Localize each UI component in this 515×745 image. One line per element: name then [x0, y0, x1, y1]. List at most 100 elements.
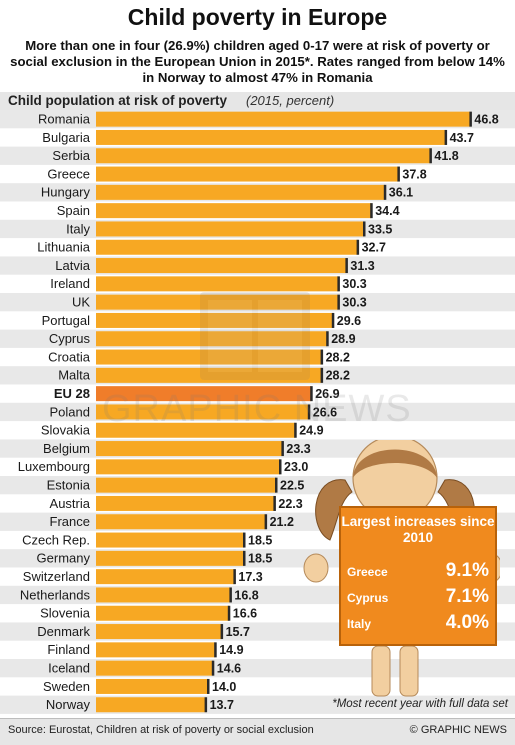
- value-label: 31.3: [350, 259, 374, 273]
- bar-end-mark: [294, 422, 297, 438]
- watermark-logo-icon: [208, 300, 302, 372]
- callout-row: Italy 4.0%: [347, 612, 489, 636]
- bar: [96, 331, 328, 347]
- category-label: Ireland: [50, 276, 90, 291]
- bar-end-mark: [227, 605, 231, 621]
- bar: [96, 184, 385, 200]
- category-label: Estonia: [47, 478, 91, 493]
- category-label: Bulgaria: [42, 130, 90, 145]
- category-label: Lithuania: [37, 240, 91, 255]
- category-label: Austria: [50, 496, 91, 511]
- value-label: 29.6: [337, 314, 361, 328]
- bar: [96, 605, 229, 621]
- bar: [96, 532, 244, 548]
- value-label: 36.1: [389, 186, 413, 200]
- bar: [96, 294, 339, 310]
- value-label: 23.3: [286, 442, 310, 456]
- value-label: 22.5: [280, 479, 304, 493]
- category-label: EU 28: [54, 386, 90, 401]
- bar: [96, 514, 266, 530]
- bar: [96, 477, 276, 493]
- bar: [96, 697, 206, 713]
- value-label: 16.8: [234, 588, 258, 602]
- bar-end-mark: [320, 349, 324, 365]
- callout-value: 7.1%: [445, 586, 489, 607]
- bar-end-mark: [444, 129, 448, 145]
- category-label: Spain: [57, 203, 90, 218]
- bar: [96, 276, 339, 292]
- bar: [96, 441, 283, 457]
- bar-end-mark: [207, 678, 210, 694]
- value-label: 46.8: [474, 113, 498, 127]
- bar: [96, 258, 347, 274]
- category-label: Hungary: [41, 185, 91, 200]
- value-label: 17.3: [238, 570, 262, 584]
- category-label: Netherlands: [20, 587, 91, 602]
- bar: [96, 312, 333, 328]
- footnote: *Most recent year with full data set: [332, 698, 508, 710]
- bar-end-mark: [429, 148, 432, 164]
- category-label: Belgium: [43, 441, 90, 456]
- bar: [96, 624, 222, 640]
- category-label: Germany: [37, 551, 91, 566]
- bar-end-mark: [326, 331, 329, 347]
- bar-end-mark: [229, 587, 232, 603]
- value-label: 37.8: [402, 167, 426, 181]
- callout-country: Greece: [347, 565, 388, 579]
- bar-end-mark: [243, 532, 246, 548]
- callout-row: Cyprus 7.1%: [347, 586, 489, 610]
- value-label: 43.7: [450, 131, 474, 145]
- bar-end-mark: [337, 276, 340, 292]
- chart-subtitle: More than one in four (26.9%) children a…: [10, 38, 505, 85]
- value-label: 28.2: [326, 369, 350, 383]
- value-label: 33.5: [368, 222, 392, 236]
- bar: [96, 111, 471, 127]
- bar: [96, 349, 322, 365]
- category-label: Italy: [66, 221, 90, 236]
- bar-end-mark: [211, 660, 215, 676]
- bar-end-mark: [214, 642, 217, 658]
- category-label: Malta: [58, 368, 91, 383]
- bar-end-mark: [370, 203, 373, 219]
- bar: [96, 386, 312, 402]
- value-label: 14.6: [217, 662, 241, 676]
- bar: [96, 495, 275, 511]
- value-label: 26.6: [313, 405, 337, 419]
- category-label: Slovakia: [41, 423, 91, 438]
- bar: [96, 660, 213, 676]
- value-label: 28.2: [326, 350, 350, 364]
- category-label: UK: [72, 295, 90, 310]
- bar-chart: Romania 46.8 Bulgaria 43.7 Serbia 41.8 Greece 3…: [0, 110, 515, 714]
- chart-header-units: (2015, percent): [246, 93, 335, 108]
- increases-callout: Largest increases since 2010 Greece 9.1%…: [339, 506, 497, 646]
- bar-end-mark: [469, 111, 472, 127]
- bar: [96, 422, 296, 438]
- value-label: 34.4: [375, 204, 399, 218]
- bar: [96, 587, 231, 603]
- value-label: 18.5: [248, 533, 272, 547]
- watermark-badge: [200, 292, 310, 380]
- category-label: Norway: [46, 697, 91, 712]
- bar-end-mark: [383, 184, 387, 200]
- category-label: Croatia: [48, 349, 91, 364]
- category-label: Iceland: [48, 661, 90, 676]
- chart-header-bar: Child population at risk of poverty (201…: [0, 92, 515, 110]
- callout-title: Largest increases since 2010: [341, 514, 495, 545]
- value-label: 30.3: [342, 277, 366, 291]
- value-label: 15.7: [226, 625, 250, 639]
- bar-end-mark: [397, 166, 400, 182]
- footer: Source: Eurostat, Children at risk of po…: [0, 718, 515, 745]
- value-label: 32.7: [362, 241, 386, 255]
- bar-end-mark: [243, 550, 246, 566]
- category-label: Cyprus: [49, 331, 91, 346]
- category-label: Portugal: [42, 313, 91, 328]
- category-label: Finland: [47, 642, 90, 657]
- bar: [96, 569, 235, 585]
- chart-title: Child poverty in Europe: [127, 4, 388, 30]
- bar-end-mark: [345, 258, 348, 274]
- bar-end-mark: [363, 221, 366, 237]
- value-label: 21.2: [270, 515, 294, 529]
- bar-end-mark: [204, 697, 208, 713]
- source-note: Source: Eurostat, Children at risk of po…: [8, 724, 314, 736]
- watermark: GRAPHIC NEWS: [100, 292, 420, 442]
